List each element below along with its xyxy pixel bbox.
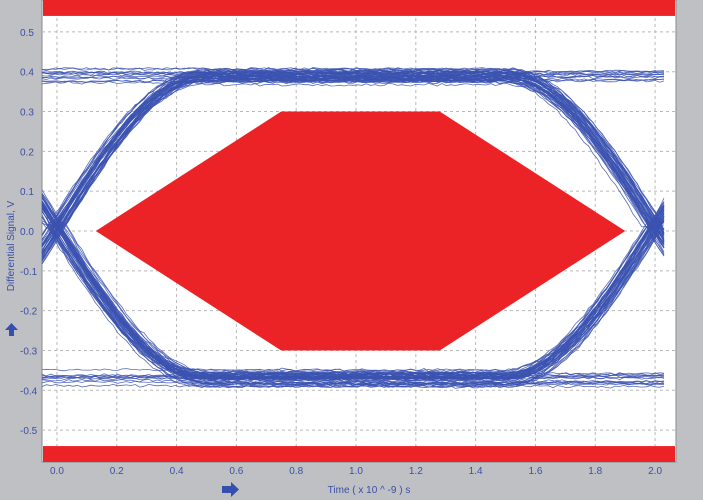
y-axis-title: Differential Signal, V: [6, 200, 17, 291]
eye-trace: [41, 197, 665, 385]
mask-upper-band: [43, 0, 675, 16]
y-tick-label: 0.4: [20, 68, 34, 79]
x-tick-label: 1.8: [588, 466, 602, 477]
eye-trace: [41, 197, 665, 376]
y-tick-label: 0.5: [20, 28, 34, 39]
arrow-up-icon[interactable]: [5, 323, 18, 336]
x-tick-label: 1.2: [409, 466, 423, 477]
eye-trace: [41, 75, 665, 234]
eye-trace: [41, 197, 665, 380]
arrow-right-icon[interactable]: [222, 482, 239, 497]
x-tick-label: 0.0: [50, 466, 64, 477]
x-tick-label: 0.4: [170, 466, 184, 477]
x-tick-label: 1.0: [349, 466, 363, 477]
y-tick-label: -0.1: [20, 267, 38, 278]
eye-trace: [41, 67, 665, 241]
y-tick-label: 0.2: [20, 147, 34, 158]
eye-trace: [41, 77, 665, 258]
x-axis-ticks: 0.0 0.2 0.4 0.6 0.8 1.0 1.2 1.4 1.6 1.8 2.0: [50, 466, 662, 477]
eye-trace: [41, 70, 665, 243]
mask-lower-band: [43, 446, 675, 462]
x-axis-title: Time ( x 10 ^ -9 ) s: [328, 485, 411, 496]
y-tick-label: 0.0: [20, 227, 34, 238]
y-axis-ticks: 0.5 0.4 0.3 0.2 0.1 0.0 -0.1 -0.2 -0.3 -0.4 -0.5: [20, 28, 38, 437]
eye-trace: [41, 204, 665, 385]
eye-trace: [41, 76, 665, 254]
x-tick-label: 1.6: [528, 466, 542, 477]
eye-trace: [41, 203, 665, 377]
eye-trace: [41, 221, 665, 380]
y-tick-label: -0.2: [20, 307, 38, 318]
eye-trace: [41, 70, 664, 259]
x-tick-label: 2.0: [648, 466, 662, 477]
y-tick-label: -0.5: [20, 426, 38, 437]
mask-center-hexagon: [95, 111, 626, 351]
eye-traces: [41, 67, 665, 389]
eye-trace: [41, 78, 665, 248]
x-tick-label: 0.8: [289, 466, 303, 477]
y-tick-label: 0.1: [20, 187, 34, 198]
x-tick-label: 0.2: [110, 466, 124, 477]
plot-area: [41, 0, 677, 463]
y-tick-label: 0.3: [20, 108, 34, 119]
eye-trace: [41, 72, 665, 247]
eye-trace: [41, 214, 665, 378]
x-tick-label: 1.4: [469, 466, 483, 477]
y-tick-label: -0.4: [20, 386, 38, 397]
y-tick-label: -0.3: [20, 346, 38, 357]
eye-trace: [41, 211, 665, 376]
eye-trace: [41, 72, 665, 235]
eye-trace: [41, 67, 665, 257]
eye-mask: [43, 0, 675, 462]
x-tick-label: 0.6: [229, 466, 243, 477]
